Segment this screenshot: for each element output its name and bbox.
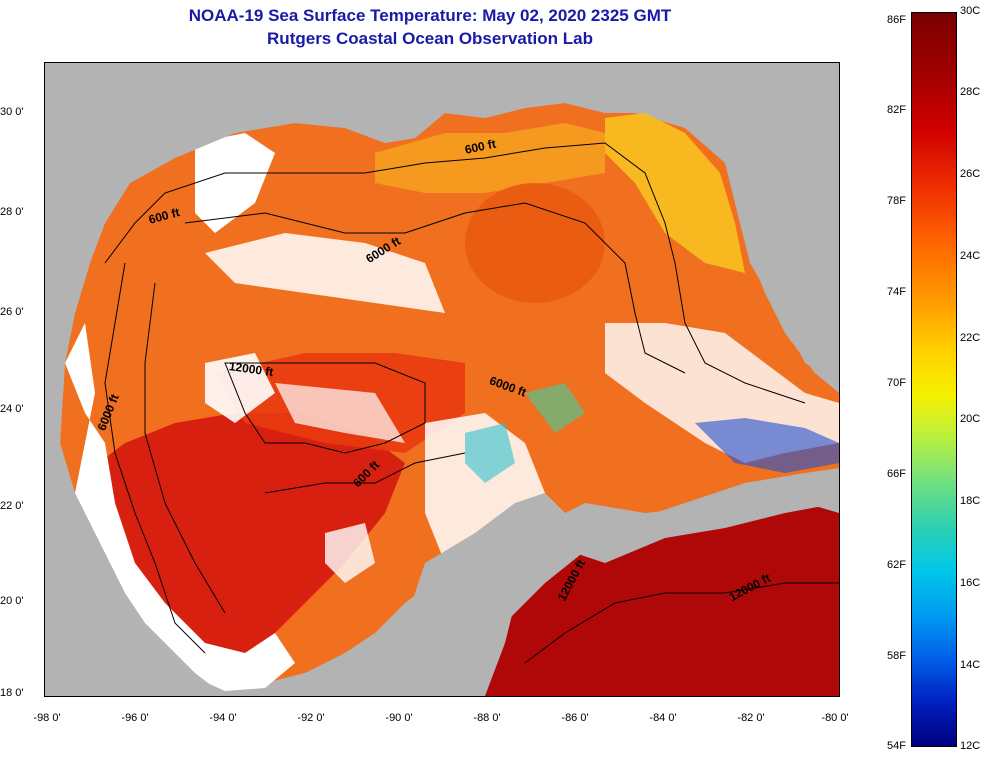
colorbar-f-62: 62F [887,559,906,571]
bathymetry-contours [104,142,839,664]
lat-label-18: 18 0' [0,687,24,699]
landmass [45,63,839,696]
colorbar-c-26: 26C [960,168,981,180]
colorbar-c-22: 22C [960,332,981,344]
colorbar-f-66: 66F [887,468,906,480]
colorbar-f-86: 86F [887,14,906,26]
loop-current-core [465,183,605,303]
sst-map-canvas [45,63,839,696]
map-subtitle: Rutgers Coastal Ocean Observation Lab [267,29,593,48]
lat-label-22: 22 0' [0,500,24,512]
map-title: NOAA-19 Sea Surface Temperature: May 02,… [188,6,672,25]
caribbean-sea [485,503,839,696]
colorbar-c-20: 20C [960,413,981,425]
colorbar-f-82: 82F [887,104,906,116]
lon-label-96: -96 0' [121,712,149,724]
shelf-warm-yellow [605,113,745,273]
colorbar-f-70: 70F [887,377,906,389]
lat-label-26: 26 0' [0,306,24,318]
colorbar-f-78: 78F [887,195,906,207]
sst-map[interactable]: 600 ft 600 ft 6000 ft 12000 ft 6000 ft 6… [44,62,840,697]
lon-label-94: -94 0' [209,712,237,724]
colorbar-c-18: 18C [960,495,981,507]
lat-label-24: 24 0' [0,403,24,415]
north-coast [45,63,765,363]
lat-label-28: 28 0' [0,206,24,218]
yucatan-peninsula [345,493,565,696]
colorbar-c-30: 30C [960,5,981,17]
temperature-colorbar [911,12,957,747]
colorbar-c-16: 16C [960,577,981,589]
colorbar-c-12: 12C [960,740,981,752]
lat-label-30: 30 0' [0,106,24,118]
lon-label-82: -82 0' [737,712,765,724]
colorbar-c-14: 14C [960,659,981,671]
florida-peninsula [735,63,839,393]
lon-label-80: -80 0' [821,712,849,724]
lon-label-84: -84 0' [649,712,677,724]
lon-label-86: -86 0' [561,712,589,724]
colorbar-f-58: 58F [887,650,906,662]
southwest-warm-water [85,413,405,663]
colorbar-f-54: 54F [887,740,906,752]
lon-label-98: -98 0' [33,712,61,724]
colorbar-c-24: 24C [960,250,981,262]
lon-label-88: -88 0' [473,712,501,724]
colorbar-f-74: 74F [887,286,906,298]
mexico-west [45,363,225,696]
lat-label-20: 20 0' [0,595,24,607]
lon-label-90: -90 0' [385,712,413,724]
lon-label-92: -92 0' [297,712,325,724]
cuba [575,468,839,563]
shelf-north [375,123,605,193]
colorbar-c-28: 28C [960,86,981,98]
